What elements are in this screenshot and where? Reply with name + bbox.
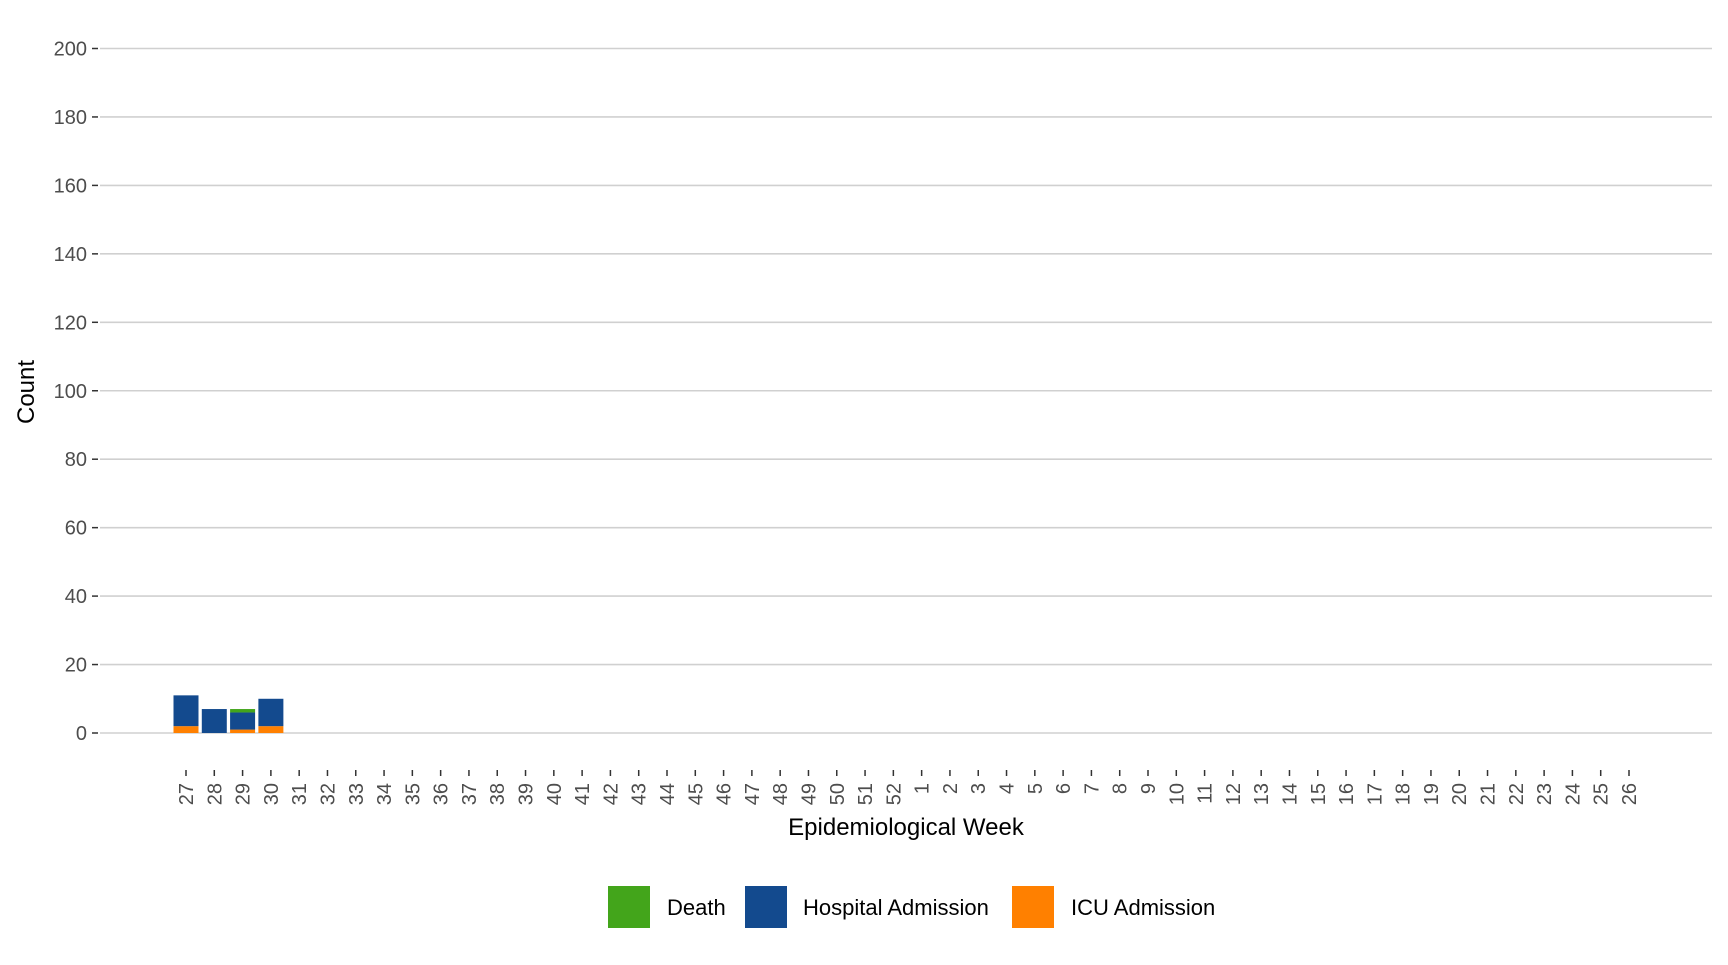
- x-tick-label: 40: [544, 783, 566, 805]
- x-tick-label: 50: [827, 783, 849, 805]
- y-tick-label: 140: [54, 244, 87, 266]
- x-tick-label: 24: [1562, 783, 1584, 805]
- y-tick-label: 40: [65, 586, 87, 608]
- y-tick-label: 120: [54, 312, 87, 334]
- x-tick-label: 28: [204, 783, 226, 805]
- x-tick-label: 31: [289, 783, 311, 805]
- x-tick-label: 37: [459, 783, 481, 805]
- bars: [173, 695, 284, 733]
- x-tick-label: 12: [1223, 783, 1245, 805]
- bar-death: [230, 709, 256, 713]
- x-tick-label: 33: [346, 783, 368, 805]
- x-tick-label: 23: [1534, 783, 1556, 805]
- x-tick-label: 16: [1336, 783, 1358, 805]
- x-tick-label: 21: [1478, 783, 1500, 805]
- x-axis: 27 28 29 30 31 32 33 34 35 36 37 38 39 40 41 42 43 44 45 46…: [176, 770, 1641, 805]
- legend-swatch: [1012, 886, 1054, 928]
- x-tick-label: 11: [1195, 783, 1217, 804]
- legend-swatch: [745, 886, 787, 928]
- x-tick-label: 47: [742, 783, 764, 805]
- x-tick-label: 39: [516, 783, 538, 805]
- legend: Death Hospital Admission ICU Admission: [608, 886, 1215, 928]
- x-tick-label: 36: [431, 783, 453, 805]
- y-tick-label: 20: [65, 655, 87, 677]
- x-tick-label: 3: [968, 783, 990, 794]
- bar-hospital-admission: [230, 712, 256, 730]
- y-axis-title: Count: [13, 360, 40, 424]
- x-tick-label: 17: [1364, 783, 1386, 805]
- x-tick-label: 41: [572, 783, 594, 805]
- x-tick-label: 51: [855, 783, 877, 805]
- x-tick-label: 8: [1110, 783, 1132, 794]
- x-tick-label: 42: [600, 783, 622, 805]
- y-tick-label: 80: [65, 449, 87, 471]
- x-tick-label: 9: [1138, 783, 1160, 794]
- y-tick-label: 180: [54, 107, 87, 129]
- x-tick-label: 45: [685, 783, 707, 805]
- x-tick-label: 52: [883, 783, 905, 805]
- x-tick-label: 27: [176, 783, 198, 805]
- x-axis-title: Epidemiological Week: [788, 814, 1025, 841]
- bar-hospital-admission: [173, 695, 199, 727]
- x-tick-label: 4: [997, 783, 1019, 794]
- x-tick-label: 26: [1619, 783, 1641, 805]
- x-tick-label: 22: [1506, 783, 1528, 805]
- bar-icu-admission: [230, 729, 256, 733]
- x-tick-label: 30: [261, 783, 283, 805]
- x-tick-label: 5: [1025, 783, 1047, 794]
- x-tick-label: 7: [1081, 783, 1103, 794]
- y-tick-label: 200: [54, 39, 87, 61]
- x-tick-label: 32: [317, 783, 339, 805]
- x-tick-label: 13: [1251, 783, 1273, 805]
- x-tick-label: 19: [1421, 783, 1443, 805]
- x-tick-label: 14: [1279, 783, 1301, 805]
- x-tick-label: 1: [912, 783, 934, 794]
- legend-swatch: [608, 886, 650, 928]
- x-tick-label: 34: [374, 783, 396, 805]
- x-tick-label: 46: [714, 783, 736, 805]
- legend-label: ICU Admission: [1071, 895, 1215, 920]
- x-tick-label: 2: [940, 783, 962, 794]
- x-tick-label: 18: [1393, 783, 1415, 805]
- x-tick-label: 38: [487, 783, 509, 805]
- x-tick-label: 20: [1449, 783, 1471, 805]
- bar-hospital-admission: [258, 698, 284, 727]
- x-tick-label: 29: [233, 783, 255, 805]
- x-tick-label: 6: [1053, 783, 1075, 794]
- x-tick-label: 35: [402, 783, 424, 805]
- x-tick-label: 44: [657, 783, 679, 805]
- legend-label: Hospital Admission: [803, 895, 989, 920]
- bar-icu-admission: [173, 726, 199, 733]
- y-tick-label: 100: [54, 381, 87, 403]
- gridlines: [100, 47, 1712, 734]
- y-tick-label: 160: [54, 175, 87, 197]
- x-tick-label: 25: [1591, 783, 1613, 805]
- x-tick-label: 48: [770, 783, 792, 805]
- legend-label: Death: [667, 895, 726, 920]
- bar-icu-admission: [258, 726, 284, 733]
- x-tick-label: 15: [1308, 783, 1330, 805]
- x-tick-label: 43: [629, 783, 651, 805]
- y-tick-label: 60: [65, 518, 87, 540]
- bar-hospital-admission: [201, 709, 227, 733]
- y-axis: 0 20 40 60 80 100 120 140 160 180 200: [54, 39, 98, 745]
- x-tick-label: 49: [798, 783, 820, 805]
- x-tick-label: 10: [1166, 783, 1188, 805]
- y-tick-label: 0: [76, 723, 87, 745]
